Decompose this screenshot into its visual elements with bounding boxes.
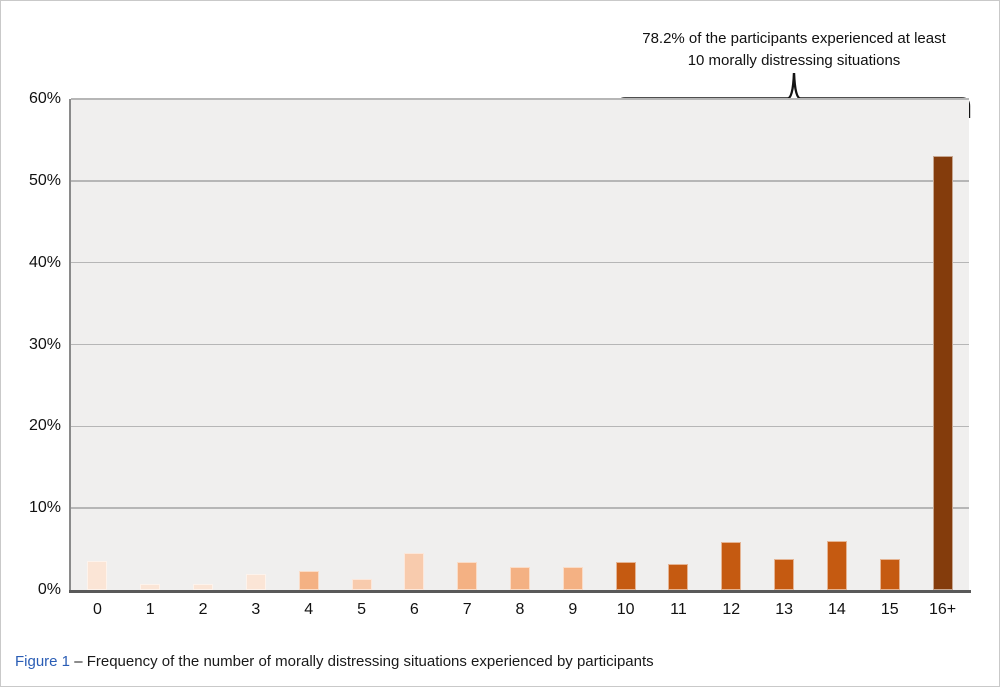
caption-body: – Frequency of the number of morally dis… xyxy=(70,653,654,670)
x-axis-tick-label: 10 xyxy=(616,601,635,618)
y-axis-tick-label: 50% xyxy=(28,171,61,189)
bar xyxy=(245,574,266,590)
y-axis-line xyxy=(69,99,71,590)
x-axis-tick-label: 16+ xyxy=(929,601,957,618)
x-axis-tick-label: 14 xyxy=(828,601,846,618)
x-axis-line xyxy=(69,590,971,593)
bar xyxy=(457,562,478,590)
gridline xyxy=(71,507,969,509)
gridline xyxy=(71,343,969,346)
x-axis-tick-label: 15 xyxy=(880,601,899,618)
gridline xyxy=(71,180,969,182)
y-axis-tick-label: 40% xyxy=(28,253,61,271)
x-axis-tick-label: 9 xyxy=(568,601,578,618)
y-axis-tick-label: 30% xyxy=(28,335,61,353)
y-axis-tick-label: 0% xyxy=(37,581,61,598)
x-axis-tick-label: 4 xyxy=(304,601,314,618)
bar xyxy=(774,558,795,590)
bar xyxy=(193,584,214,590)
annotation-line1: 78.2% of the participants experienced at… xyxy=(642,30,946,47)
y-axis-tick-label: 20% xyxy=(28,417,61,435)
bar xyxy=(562,567,583,590)
x-axis-tick-label: 0 xyxy=(92,601,102,618)
annotation-text: 78.2% of the participants experienced at… xyxy=(594,28,994,72)
gridline xyxy=(71,425,969,428)
x-axis-tick-label: 3 xyxy=(251,601,261,618)
bar xyxy=(510,567,530,590)
figure-label: Figure 1 xyxy=(15,653,71,670)
x-axis-tick-label: 8 xyxy=(515,601,525,618)
x-axis-tick-label: 5 xyxy=(357,601,366,618)
gridline xyxy=(71,98,969,100)
x-axis-tick-label: 12 xyxy=(722,601,741,618)
bar xyxy=(615,562,636,590)
annotation-line2: 10 morally distressing situations xyxy=(687,52,901,69)
bar xyxy=(721,541,742,590)
y-axis-tick-label: 60% xyxy=(28,90,61,107)
bar xyxy=(668,563,689,590)
bar xyxy=(826,540,847,590)
bar xyxy=(351,579,372,590)
x-axis-tick-label: 6 xyxy=(409,601,419,618)
y-axis-tick-label: 10% xyxy=(28,499,61,517)
gridline xyxy=(71,261,969,264)
x-axis-tick-label: 13 xyxy=(775,601,793,618)
bar xyxy=(87,561,108,590)
bar xyxy=(140,584,161,590)
bar xyxy=(298,571,319,590)
x-axis-tick-label: 1 xyxy=(145,601,155,618)
figure-caption: Figure 1 – Frequency of the number of mo… xyxy=(15,653,654,670)
bar xyxy=(404,553,425,590)
x-axis-tick-label: 2 xyxy=(198,601,208,618)
bar xyxy=(879,558,900,590)
bar xyxy=(932,156,953,590)
x-axis-tick-label: 7 xyxy=(462,601,472,618)
x-axis-tick-label: 11 xyxy=(670,601,687,618)
